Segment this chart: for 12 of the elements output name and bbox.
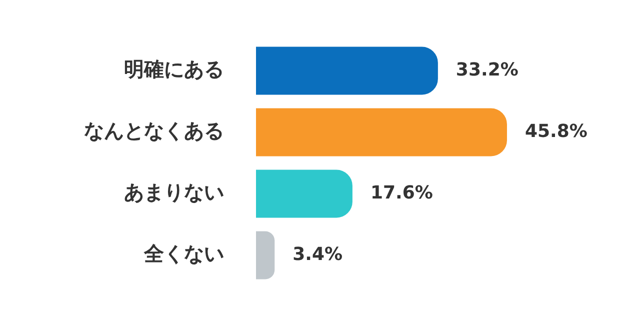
- data-label: 33.2%: [456, 59, 518, 80]
- bar: [256, 231, 275, 280]
- y-tick-label: 全くない: [143, 241, 224, 266]
- bar: [256, 170, 352, 218]
- data-label: 3.4%: [292, 244, 343, 265]
- y-tick-label: 明確にある: [124, 56, 224, 81]
- y-tick-label: なんとなくある: [84, 118, 224, 142]
- data-label: 17.6%: [370, 182, 433, 204]
- bar: [256, 108, 507, 156]
- y-tick-label: あまりない: [124, 180, 224, 204]
- data-label: 45.8%: [524, 120, 588, 142]
- bar: [256, 46, 438, 95]
